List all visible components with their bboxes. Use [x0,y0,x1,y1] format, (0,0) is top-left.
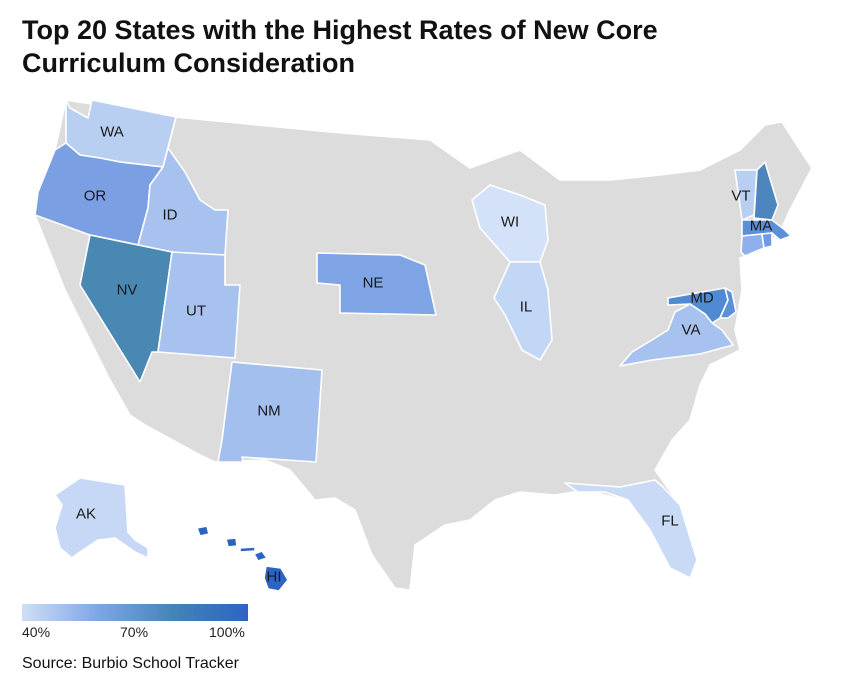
chart-title-line-2: Curriculum Consideration [22,48,356,78]
label-ma: MA [750,218,773,235]
label-nv: NV [117,282,138,299]
legend-label-max: 100% [209,624,245,640]
state-hi-big-island[interactable] [263,565,289,592]
state-ak[interactable] [39,477,149,581]
label-ne: NE [363,275,384,292]
state-fl[interactable] [564,479,698,579]
state-wi[interactable] [471,184,549,263]
label-wa: WA [100,124,124,141]
label-fl: FL [661,513,679,530]
state-hi-oahu[interactable] [225,537,238,548]
state-va[interactable] [619,303,734,367]
state-de[interactable] [719,287,737,319]
state-il[interactable] [493,261,553,361]
label-nm: NM [257,403,280,420]
legend-label-mid: 70% [120,624,149,640]
state-ri[interactable] [761,232,773,249]
chart-title-line-1: Top 20 States with the Highest Rates of … [22,15,658,45]
label-md: MD [690,290,713,307]
label-id: ID [163,207,178,224]
state-hi-kauai[interactable] [196,525,210,537]
state-nh[interactable] [753,161,779,221]
state-ut[interactable] [157,251,241,359]
label-or: OR [84,188,107,205]
state-ne[interactable] [316,252,437,316]
label-il: IL [520,299,533,316]
legend-color-scale [22,604,248,621]
label-va: VA [682,322,701,339]
legend-label-min: 40% [22,624,51,640]
state-id[interactable] [137,116,229,256]
label-hi: HI [267,569,282,586]
chart-title: Top 20 States with the Highest Rates of … [22,14,802,80]
label-wi: WI [501,214,519,231]
state-ct[interactable] [740,233,765,257]
label-vt: VT [731,188,750,205]
state-nm[interactable] [217,361,323,463]
label-ut: UT [186,303,206,320]
source-note: Source: Burbio School Tracker [22,655,239,672]
state-hi-maui[interactable] [253,550,268,562]
label-ak: AK [76,506,96,523]
state-hi-molokai[interactable] [239,546,256,553]
